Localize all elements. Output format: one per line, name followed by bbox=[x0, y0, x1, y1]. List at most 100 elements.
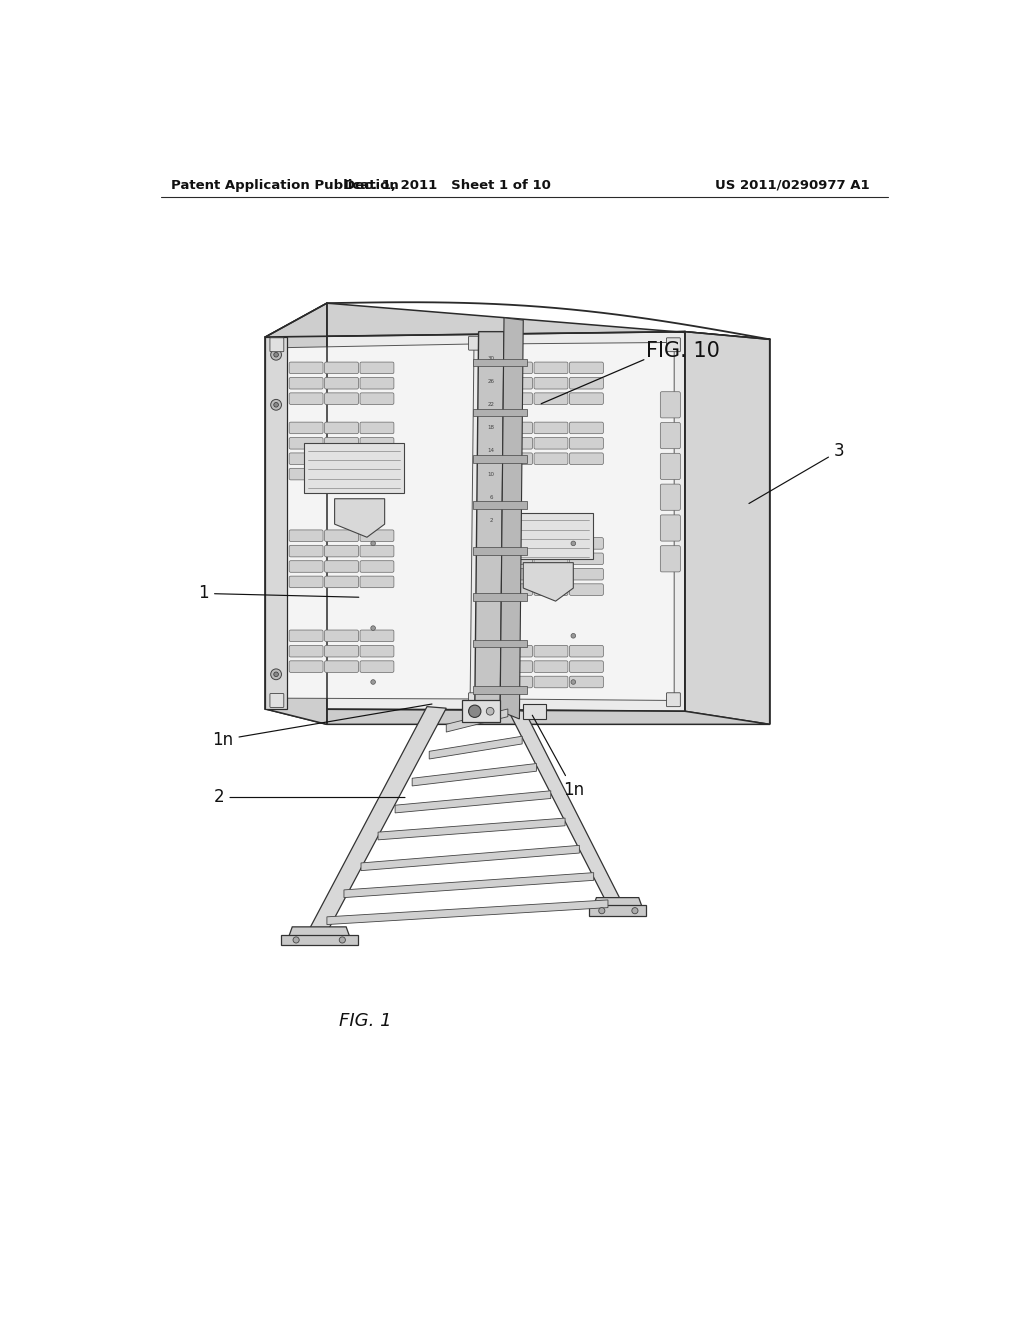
Text: 1: 1 bbox=[199, 585, 358, 602]
FancyBboxPatch shape bbox=[499, 453, 532, 465]
Text: 1n: 1n bbox=[212, 704, 432, 748]
Polygon shape bbox=[361, 845, 580, 871]
Circle shape bbox=[469, 705, 481, 718]
FancyBboxPatch shape bbox=[535, 553, 568, 565]
Polygon shape bbox=[685, 331, 770, 725]
Polygon shape bbox=[344, 873, 594, 898]
FancyBboxPatch shape bbox=[360, 576, 394, 587]
Polygon shape bbox=[462, 701, 500, 722]
Text: US 2011/0290977 A1: US 2011/0290977 A1 bbox=[715, 178, 869, 191]
FancyBboxPatch shape bbox=[660, 545, 680, 572]
FancyBboxPatch shape bbox=[569, 583, 603, 595]
Polygon shape bbox=[589, 906, 646, 916]
FancyBboxPatch shape bbox=[360, 529, 394, 541]
FancyBboxPatch shape bbox=[569, 661, 603, 672]
Polygon shape bbox=[508, 710, 624, 906]
FancyBboxPatch shape bbox=[360, 393, 394, 404]
FancyBboxPatch shape bbox=[325, 576, 358, 587]
FancyBboxPatch shape bbox=[499, 362, 532, 374]
FancyBboxPatch shape bbox=[667, 338, 680, 351]
Text: 10: 10 bbox=[487, 471, 495, 477]
FancyBboxPatch shape bbox=[289, 362, 323, 374]
FancyBboxPatch shape bbox=[499, 422, 532, 434]
FancyBboxPatch shape bbox=[325, 393, 358, 404]
Polygon shape bbox=[500, 318, 523, 719]
Polygon shape bbox=[593, 898, 643, 908]
Polygon shape bbox=[429, 737, 522, 759]
Text: 22: 22 bbox=[487, 403, 495, 408]
FancyBboxPatch shape bbox=[569, 453, 603, 465]
FancyBboxPatch shape bbox=[360, 630, 394, 642]
FancyBboxPatch shape bbox=[569, 553, 603, 565]
FancyBboxPatch shape bbox=[499, 569, 532, 579]
FancyBboxPatch shape bbox=[487, 337, 501, 350]
FancyBboxPatch shape bbox=[535, 569, 568, 579]
Polygon shape bbox=[265, 331, 685, 711]
Polygon shape bbox=[473, 359, 527, 367]
Polygon shape bbox=[446, 709, 508, 733]
Polygon shape bbox=[473, 686, 527, 693]
Text: 2: 2 bbox=[214, 788, 404, 807]
FancyBboxPatch shape bbox=[499, 537, 532, 549]
FancyBboxPatch shape bbox=[499, 437, 532, 449]
FancyBboxPatch shape bbox=[325, 661, 358, 672]
Text: Dec. 1, 2011   Sheet 1 of 10: Dec. 1, 2011 Sheet 1 of 10 bbox=[344, 178, 551, 191]
FancyBboxPatch shape bbox=[289, 393, 323, 404]
FancyBboxPatch shape bbox=[535, 437, 568, 449]
Text: 26: 26 bbox=[487, 379, 495, 384]
FancyBboxPatch shape bbox=[325, 362, 358, 374]
Polygon shape bbox=[473, 455, 527, 462]
Polygon shape bbox=[473, 594, 527, 601]
FancyBboxPatch shape bbox=[499, 645, 532, 657]
FancyBboxPatch shape bbox=[270, 338, 284, 351]
FancyBboxPatch shape bbox=[289, 529, 323, 541]
FancyBboxPatch shape bbox=[289, 576, 323, 587]
Circle shape bbox=[599, 908, 605, 913]
FancyBboxPatch shape bbox=[360, 545, 394, 557]
Circle shape bbox=[571, 541, 575, 545]
Circle shape bbox=[571, 634, 575, 638]
Polygon shape bbox=[265, 304, 327, 725]
FancyBboxPatch shape bbox=[289, 469, 323, 480]
Circle shape bbox=[273, 672, 279, 677]
Polygon shape bbox=[508, 512, 593, 558]
Text: 14: 14 bbox=[487, 449, 495, 454]
FancyBboxPatch shape bbox=[289, 378, 323, 389]
FancyBboxPatch shape bbox=[325, 529, 358, 541]
Polygon shape bbox=[265, 709, 770, 725]
Polygon shape bbox=[492, 342, 674, 701]
Polygon shape bbox=[265, 333, 484, 710]
Polygon shape bbox=[281, 935, 357, 945]
Polygon shape bbox=[265, 337, 287, 709]
FancyBboxPatch shape bbox=[499, 378, 532, 389]
FancyBboxPatch shape bbox=[569, 537, 603, 549]
FancyBboxPatch shape bbox=[535, 362, 568, 374]
FancyBboxPatch shape bbox=[325, 630, 358, 642]
FancyBboxPatch shape bbox=[325, 545, 358, 557]
Polygon shape bbox=[473, 409, 527, 416]
Polygon shape bbox=[475, 331, 504, 711]
FancyBboxPatch shape bbox=[660, 392, 680, 418]
FancyBboxPatch shape bbox=[360, 561, 394, 573]
Text: 6: 6 bbox=[489, 495, 493, 500]
FancyBboxPatch shape bbox=[289, 545, 323, 557]
FancyBboxPatch shape bbox=[660, 484, 680, 511]
FancyBboxPatch shape bbox=[660, 422, 680, 449]
FancyBboxPatch shape bbox=[289, 661, 323, 672]
Text: FIG. 1: FIG. 1 bbox=[339, 1012, 392, 1030]
FancyBboxPatch shape bbox=[360, 661, 394, 672]
FancyBboxPatch shape bbox=[499, 393, 532, 404]
Polygon shape bbox=[327, 900, 608, 924]
Polygon shape bbox=[412, 763, 537, 785]
FancyBboxPatch shape bbox=[569, 378, 603, 389]
FancyBboxPatch shape bbox=[289, 453, 323, 465]
FancyBboxPatch shape bbox=[569, 645, 603, 657]
FancyBboxPatch shape bbox=[535, 393, 568, 404]
FancyBboxPatch shape bbox=[360, 378, 394, 389]
FancyBboxPatch shape bbox=[569, 362, 603, 374]
Polygon shape bbox=[523, 562, 573, 601]
FancyBboxPatch shape bbox=[469, 337, 482, 350]
Polygon shape bbox=[395, 791, 551, 813]
FancyBboxPatch shape bbox=[535, 661, 568, 672]
FancyBboxPatch shape bbox=[535, 676, 568, 688]
